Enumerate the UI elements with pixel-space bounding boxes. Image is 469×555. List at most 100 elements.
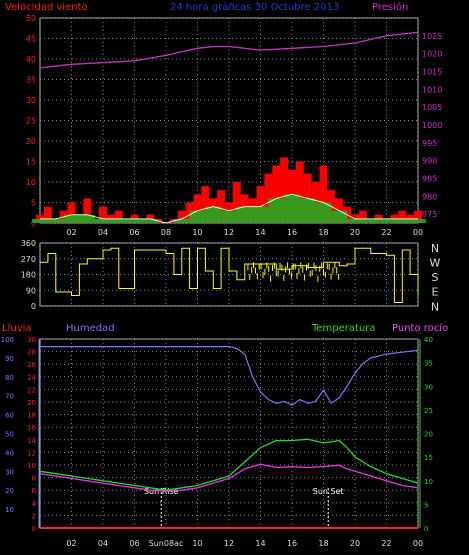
- wind-gust-bar: [256, 186, 265, 223]
- humidity-y-tick-label: 40: [5, 449, 14, 457]
- direction-y-tick-label: 0: [31, 302, 36, 311]
- wind-gust-bar: [177, 210, 186, 223]
- pressure-y-tick-label: 975: [422, 210, 437, 219]
- wind-avg-bar: [63, 214, 80, 223]
- climate-x-tick-label: 00: [413, 539, 423, 548]
- wind-gust-bar: [232, 182, 241, 223]
- pressure-y-tick-label: 1000: [422, 121, 442, 130]
- pressure-y-tick-label: 990: [422, 157, 437, 166]
- wind-avg-bar: [378, 218, 395, 223]
- wind-x-tick-label: 18: [318, 228, 328, 237]
- wind-y-tick-label: 25: [26, 117, 36, 126]
- rain-y-tick-label: 12: [27, 449, 36, 457]
- temp-y-tick-label: 35: [424, 360, 433, 368]
- wind-gust-bar: [67, 202, 76, 223]
- pressure-line: [39, 31, 419, 69]
- wind-gust-bar: [193, 194, 202, 223]
- humidity-y-tick-label: 20: [5, 487, 14, 495]
- direction-compass-label: E: [432, 286, 439, 299]
- wind-x-tick-label: 10: [192, 228, 202, 237]
- wind-avg-bar: [47, 218, 64, 223]
- climate-x-tick-label: 18: [318, 539, 328, 548]
- direction-compass-label: N: [431, 242, 439, 255]
- rain-y-tick-label: 10: [27, 462, 36, 470]
- wind-gust-bar: [43, 206, 52, 223]
- wind-gust-bar: [114, 210, 123, 223]
- wind-avg-bar: [126, 218, 143, 223]
- climate-x-tick-label: 04: [98, 539, 108, 548]
- climate-x-tick-label: 12: [224, 539, 234, 548]
- climate-x-tick-label: 22: [381, 539, 391, 548]
- wind-gust-bar: [272, 165, 281, 223]
- wind-y-tick-label: 15: [26, 158, 36, 167]
- temp-y-tick-label: 25: [424, 407, 433, 415]
- rain-y-tick-label: 14: [27, 437, 36, 445]
- wind-x-tick-label: 08: [161, 228, 171, 237]
- wind-avg-bar: [268, 198, 285, 223]
- climate-x-tick-label: 14: [255, 539, 265, 548]
- direction-compass-label: N: [431, 300, 439, 313]
- wind-avg-bar: [362, 218, 379, 223]
- wind-y-tick-label: 50: [26, 14, 36, 23]
- wind-y-tick-label: 20: [26, 137, 36, 146]
- wind-gust-bar: [319, 165, 328, 223]
- wind-gust-bar: [414, 210, 422, 223]
- wind-avg-bar: [252, 206, 269, 223]
- pressure-y-tick-label: 1010: [422, 85, 442, 94]
- temp-y-tick-label: 10: [424, 478, 433, 486]
- pressure-y-tick-label: 980: [422, 192, 437, 201]
- direction-y-tick-label: 270: [21, 255, 36, 264]
- temp-y-tick-label: 30: [424, 383, 433, 391]
- temperature-line: [39, 438, 419, 491]
- wind-y-tick-label: 45: [26, 35, 36, 44]
- temp-y-tick-label: 40: [424, 336, 433, 344]
- wind-gust-bar: [280, 157, 289, 223]
- wind-avg-line: [40, 193, 418, 224]
- chart-main-title: 24 hora gráficas 30 Octubre 2013: [170, 1, 339, 13]
- wind-gust-bar: [295, 161, 304, 223]
- sun-marker-label: Sun Rise: [144, 487, 179, 496]
- wind-x-tick-label: 14: [255, 228, 265, 237]
- humidity-y-tick-label: 80: [5, 374, 14, 382]
- wind-x-tick-label: 02: [66, 228, 76, 237]
- rain-y-tick-label: 20: [27, 399, 36, 407]
- dewpoint-line: [39, 463, 419, 492]
- humidity-y-tick-label: 10: [5, 506, 14, 514]
- wind-avg-bar: [394, 218, 411, 223]
- rain-y-tick-label: 0: [32, 525, 36, 533]
- wind-gust-bar: [83, 198, 92, 223]
- wind-y-tick-label: 35: [26, 76, 36, 85]
- legend-humidity: Humedad: [66, 323, 115, 334]
- wind-x-tick-label: 06: [129, 228, 139, 237]
- humidity-y-tick-label: 90: [5, 355, 14, 363]
- wind-avg-bar: [410, 218, 426, 223]
- humidity-y-tick-label: 70: [5, 393, 14, 401]
- pressure-y-tick-label: 995: [422, 139, 437, 148]
- direction-y-tick-label: 180: [21, 271, 36, 280]
- rain-y-tick-label: 22: [27, 386, 36, 394]
- wind-x-tick-label: 12: [224, 228, 234, 237]
- humidity-y-tick-label: 50: [5, 431, 14, 439]
- wind-y-tick-label: 30: [26, 96, 36, 105]
- temp-y-tick-label: 15: [424, 454, 433, 462]
- wind-avg-bar: [347, 218, 363, 223]
- direction-compass-label: W: [430, 257, 441, 270]
- legend-temperature: Temperatura: [311, 323, 376, 334]
- pressure-y-tick-label: 1005: [422, 103, 442, 112]
- climate-x-tick-label: 02: [66, 539, 76, 548]
- climate-x-tick-label: 20: [350, 539, 360, 548]
- wind-x-tick-label: 20: [350, 228, 360, 237]
- climate-x-tick-label: Sun08ac: [149, 539, 184, 548]
- temp-y-tick-label: 20: [424, 431, 433, 439]
- wind-avg-bar: [236, 206, 253, 223]
- wind-direction-line: [40, 247, 419, 303]
- pressure-y-tick-label: 1015: [422, 67, 442, 76]
- humidity-y-tick-label: 30: [5, 468, 14, 476]
- pressure-y-tick-label: 985: [422, 174, 437, 183]
- legend-dewpoint: Punto rocío: [392, 322, 448, 334]
- humidity-y-tick-label: 60: [5, 412, 14, 420]
- rain-y-tick-label: 4: [32, 500, 37, 508]
- wind-x-tick-label: 22: [381, 228, 391, 237]
- wind-gust-bar: [358, 210, 367, 223]
